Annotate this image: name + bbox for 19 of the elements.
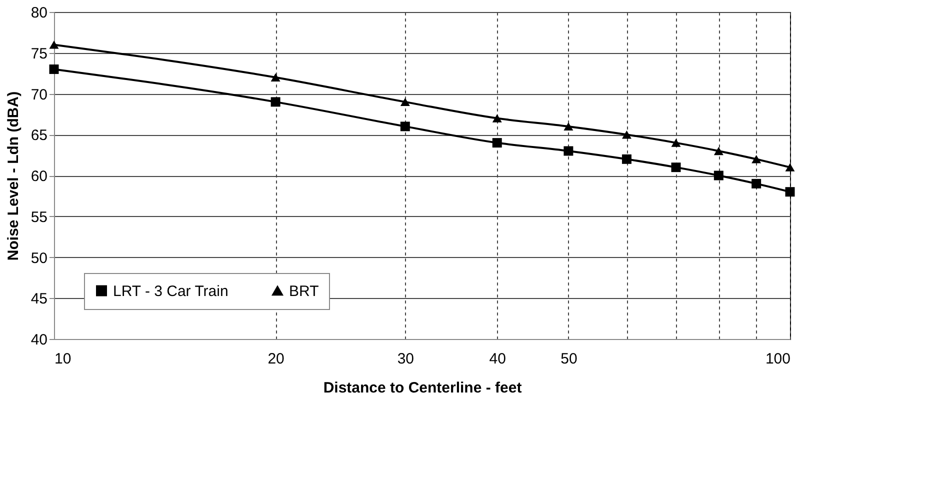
x-axis-title: Distance to Centerline - feet bbox=[323, 380, 522, 396]
x-tick-label: 50 bbox=[560, 350, 578, 368]
y-tick-label: 45 bbox=[30, 290, 48, 308]
legend-label: LRT - 3 Car Train bbox=[113, 282, 228, 300]
x-tick-label: 10 bbox=[54, 350, 72, 368]
y-tick-label: 65 bbox=[30, 127, 48, 144]
y-tick-label: 80 bbox=[30, 4, 48, 22]
y-tick-label: 75 bbox=[30, 45, 48, 62]
y-tick-label: 70 bbox=[30, 86, 48, 104]
y-axis-title: Noise Level - Ldn (dBA) bbox=[4, 91, 22, 261]
legend-label: BRT bbox=[289, 282, 319, 300]
x-tick-label: 40 bbox=[489, 350, 506, 368]
y-tick-label: 60 bbox=[30, 168, 48, 185]
x-tick-label: 20 bbox=[268, 350, 284, 368]
y-tick-label: 55 bbox=[30, 208, 48, 226]
x-tick-label: 30 bbox=[397, 350, 414, 368]
y-tick-label: 40 bbox=[30, 332, 48, 348]
x-tick-label: 100 bbox=[765, 350, 790, 368]
y-tick-label: 50 bbox=[30, 250, 48, 267]
